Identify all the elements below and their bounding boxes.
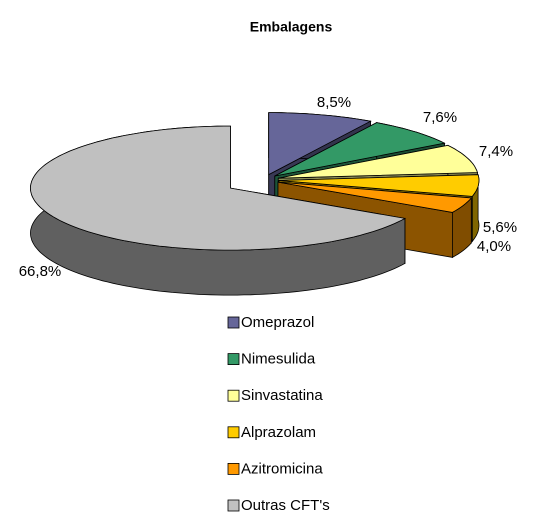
legend-swatch <box>227 462 240 475</box>
legend-label: Nimesulida <box>241 351 316 368</box>
legend-swatch <box>227 353 240 366</box>
slice <box>278 144 478 179</box>
slice <box>274 122 446 177</box>
slice <box>268 112 372 176</box>
legend-swatch <box>227 426 240 439</box>
data-label: 8,5% <box>317 94 351 111</box>
slice <box>278 174 480 197</box>
legend-label: Alprazolam <box>241 424 316 441</box>
data-label: 66,8% <box>19 263 62 280</box>
slice <box>277 181 473 213</box>
legend-label: Azitromicina <box>241 460 323 477</box>
legend-label: Outras CFT's <box>241 497 330 514</box>
legend-label: Sinvastatina <box>241 387 323 404</box>
data-label: 5,6% <box>483 219 517 236</box>
legend-swatch <box>227 316 240 329</box>
data-label: 4,0% <box>477 238 511 255</box>
slice <box>30 125 407 251</box>
legend-swatch <box>227 499 240 512</box>
chart-title: Embalagens <box>250 19 333 35</box>
legend-label: Omeprazol <box>241 314 314 331</box>
legend-swatch <box>227 389 240 402</box>
data-label: 7,4% <box>479 143 513 160</box>
data-label: 7,6% <box>423 109 457 126</box>
